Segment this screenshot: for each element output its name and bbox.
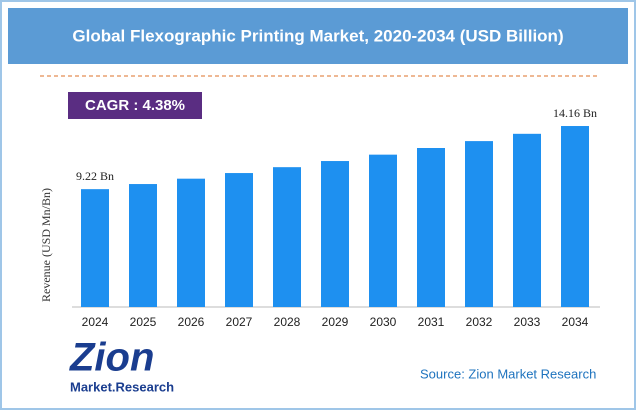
value-label: 14.16 Bn bbox=[553, 106, 597, 120]
bar bbox=[465, 141, 493, 307]
value-label: 9.22 Bn bbox=[76, 169, 114, 183]
x-tick-label: 2027 bbox=[226, 315, 253, 329]
bar bbox=[321, 161, 349, 307]
bar bbox=[417, 148, 445, 307]
x-tick-label: 2032 bbox=[466, 315, 493, 329]
bar bbox=[81, 189, 109, 307]
cagr-label: CAGR : 4.38% bbox=[85, 97, 185, 114]
bar bbox=[369, 154, 397, 307]
x-tick-label: 2031 bbox=[418, 315, 445, 329]
y-axis-label: Revenue (USD Mn/Bn) bbox=[39, 188, 53, 302]
x-tick-label: 2029 bbox=[322, 315, 349, 329]
bar bbox=[273, 167, 301, 307]
title-bar bbox=[8, 8, 628, 64]
bar bbox=[513, 133, 541, 307]
x-tick-label: 2033 bbox=[514, 315, 541, 329]
x-tick-label: 2034 bbox=[562, 315, 589, 329]
bar bbox=[561, 126, 589, 307]
x-tick-label: 2024 bbox=[82, 315, 109, 329]
bar bbox=[177, 178, 205, 307]
source: Source: Zion Market Research bbox=[420, 366, 596, 381]
x-tick-label: 2028 bbox=[274, 315, 301, 329]
x-tick-label: 2026 bbox=[178, 315, 205, 329]
chart-title: Global Flexographic Printing Market, 202… bbox=[72, 26, 563, 45]
cagr-box bbox=[68, 92, 202, 119]
bar bbox=[225, 173, 253, 307]
x-tick-label: 2030 bbox=[370, 315, 397, 329]
logo-brand: Zion bbox=[69, 336, 154, 380]
logo-subtitle: Market.Research bbox=[70, 379, 174, 394]
x-tick-label: 2025 bbox=[130, 315, 157, 329]
bar bbox=[129, 184, 157, 307]
